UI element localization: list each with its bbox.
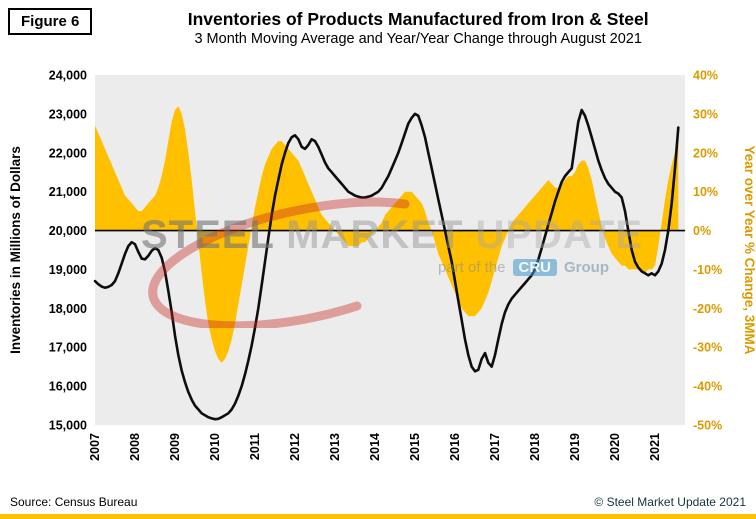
left-axis-tick: 17,000: [49, 341, 87, 355]
footer-accent-bar: [0, 514, 756, 519]
right-axis-title: Year over Year % Change, 3MMA: [742, 145, 756, 354]
title-block: Inventories of Products Manufactured fro…: [92, 8, 744, 47]
x-axis-tick: 2018: [528, 433, 542, 461]
right-axis-tick: -50%: [693, 419, 722, 433]
x-axis-tick: 2011: [248, 433, 262, 460]
figure-badge: Figure 6: [8, 8, 93, 35]
left-axis-tick: 24,000: [49, 69, 87, 83]
chart-svg: 24,000 23,000 22,000 21,000 20,000 19,000 18,0…: [8, 69, 756, 461]
left-axis-title: Inventories in Millions of Dollars: [8, 146, 23, 354]
right-axis-tick: -10%: [693, 263, 722, 277]
x-axis-tick: 2014: [368, 433, 382, 461]
x-axis-tick: 2013: [328, 433, 342, 461]
x-axis-tick: 2012: [288, 433, 302, 461]
x-axis-tick: 2016: [448, 433, 462, 461]
x-axis-tick: 2020: [608, 433, 622, 461]
source-note: Source: Census Bureau: [10, 495, 138, 509]
copyright: © Steel Market Update 2021: [594, 495, 746, 509]
x-axis-tick: 2009: [168, 433, 182, 461]
x-axis-tick: 2008: [128, 433, 142, 461]
x-axis-tick: 2010: [208, 433, 222, 461]
right-axis-tick: 20%: [693, 146, 718, 160]
inventories-line-series: [93, 108, 680, 421]
left-axis-tick: 18,000: [49, 302, 87, 316]
x-axis-tick: 2019: [568, 433, 582, 461]
left-axis-tick: 19,000: [49, 263, 87, 277]
right-axis-tick: 10%: [693, 185, 718, 199]
x-axis-tick: 2007: [88, 433, 102, 461]
right-axis-tick: -30%: [693, 341, 722, 355]
chart-title: Inventories of Products Manufactured fro…: [187, 9, 649, 29]
plot-bg: [95, 75, 685, 425]
x-axis-tick: 2021: [648, 433, 662, 461]
right-axis-tick: -20%: [693, 302, 722, 316]
chart-subtitle: 3 Month Moving Average and Year/Year Cha…: [194, 31, 642, 47]
footer: Source: Census Bureau © Steel Market Upd…: [0, 493, 756, 514]
x-axis-tick: 2015: [408, 433, 422, 461]
yoy-area-series: [95, 106, 679, 363]
left-axis-tick: 20,000: [49, 224, 87, 238]
header: Figure 6 Inventories of Products Manufac…: [0, 0, 756, 47]
right-axis-tick: 30%: [693, 107, 718, 121]
left-axis-tick: 16,000: [49, 380, 87, 394]
right-axis-tick: 40%: [693, 69, 718, 83]
right-axis-tick: 0%: [693, 224, 711, 238]
left-axis-tick: 23,000: [49, 107, 87, 121]
left-axis-tick: 21,000: [49, 185, 87, 199]
left-axis-tick: 15,000: [49, 419, 87, 433]
x-axis-tick: 2017: [488, 433, 502, 461]
left-axis-tick: 22,000: [49, 146, 87, 160]
right-axis-tick: -40%: [693, 380, 722, 394]
chart-area: 24,000 23,000 22,000 21,000 20,000 19,000 18,0…: [0, 47, 756, 493]
